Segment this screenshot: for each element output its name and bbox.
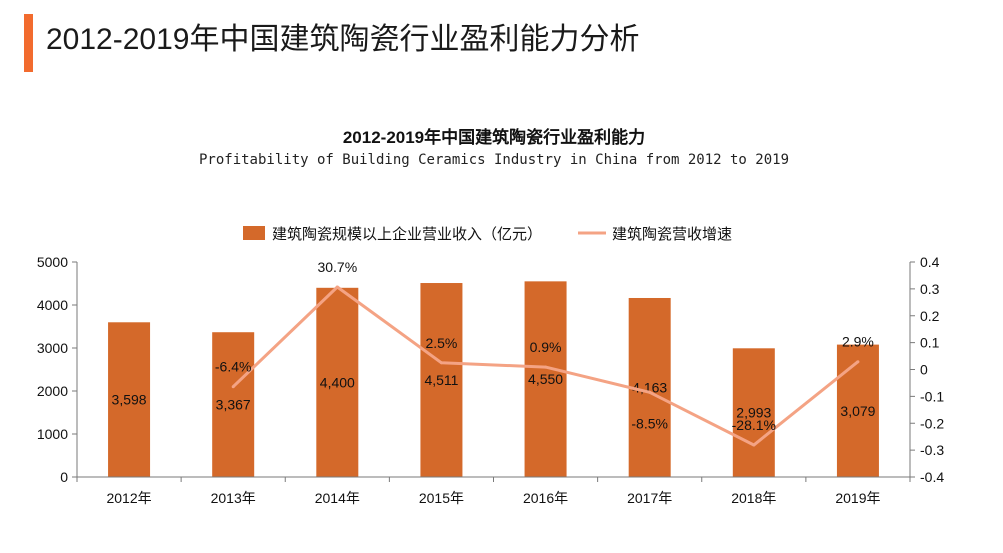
growth-value-label: 2.5% (425, 335, 457, 351)
growth-value-label: -8.5% (631, 415, 668, 431)
bar-2014年 (316, 287, 359, 477)
bar-value-label: 3,367 (216, 397, 251, 413)
right-tick-label: 0.1 (920, 335, 940, 351)
bar-value-label: 4,511 (424, 372, 458, 388)
growth-point (231, 385, 235, 389)
x-category-label: 2013年 (211, 490, 256, 506)
x-category-label: 2012年 (106, 490, 151, 506)
growth-point (856, 360, 860, 364)
chart-subtitle: Profitability of Building Ceramics Indus… (199, 152, 789, 168)
growth-value-label: -28.1% (732, 417, 776, 433)
bar-2015年 (420, 283, 463, 477)
left-tick-label: 0 (60, 469, 68, 485)
right-tick-label: 0.2 (920, 308, 940, 324)
growth-value-label: 0.9% (530, 339, 562, 355)
x-category-label: 2016年 (523, 490, 568, 506)
growth-point (648, 390, 652, 394)
left-y-ticks: 5000 4000 3000 2000 1000 0 (37, 254, 77, 485)
line-series (231, 285, 860, 447)
right-tick-label: -0.2 (920, 415, 944, 431)
bar-2013年 (212, 332, 255, 477)
bar-2016年 (524, 281, 567, 477)
left-tick-label: 3000 (37, 340, 68, 356)
growth-value-label: 30.7% (317, 259, 357, 275)
x-category-label: 2019年 (835, 490, 880, 506)
right-tick-label: 0.4 (920, 254, 940, 270)
bar-2019年 (836, 344, 879, 477)
growth-point (544, 365, 548, 369)
axes (76, 262, 911, 478)
bar-value-label: 4,400 (320, 374, 355, 390)
bar-2018年 (732, 348, 775, 477)
right-tick-label: 0 (920, 362, 928, 378)
growth-point (439, 361, 443, 365)
growth-value-label: -6.4% (215, 359, 252, 375)
x-category-label: 2015年 (419, 490, 464, 506)
page-title: 2012-2019年中国建筑陶瓷行业盈利能力分析 (46, 23, 640, 56)
right-y-ticks: 0.4 0.3 0.2 0.1 0 -0.1 -0.2 -0.3 -0.4 (910, 254, 944, 485)
growth-value-label: 2.9% (842, 334, 874, 350)
growth-point (752, 443, 756, 447)
chart-title: 2012-2019年中国建筑陶瓷行业盈利能力 (343, 127, 645, 147)
bar-value-label: 3,079 (840, 403, 875, 419)
legend-line-label: 建筑陶瓷营收增速 (612, 226, 732, 243)
legend-bar-label: 建筑陶瓷规模以上企业营业收入（亿元） (272, 225, 542, 243)
x-category-label: 2014年 (315, 490, 360, 506)
line-data-labels: -6.4% 30.7% 2.5% 0.9% -8.5% -28.1% 2.9% (215, 259, 874, 433)
left-tick-label: 4000 (37, 297, 68, 313)
bar-series (108, 281, 879, 477)
left-tick-label: 5000 (37, 254, 68, 270)
growth-point (335, 285, 339, 289)
x-category-label: 2018年 (731, 490, 776, 506)
header-accent-bar (24, 14, 33, 72)
left-tick-label: 1000 (37, 426, 68, 442)
right-tick-label: -0.1 (920, 388, 944, 404)
x-ticks: 2012年 2013年 2014年 2015年 2016年 2017年 2018年 2019年 (76, 477, 911, 506)
bar-value-label: 3,598 (112, 392, 147, 408)
legend: 建筑陶瓷规模以上企业营业收入（亿元） 建筑陶瓷营收增速 (243, 225, 732, 243)
right-tick-label: -0.4 (920, 469, 944, 485)
left-tick-label: 2000 (37, 383, 68, 399)
x-category-label: 2017年 (627, 490, 672, 506)
bar-value-label: 4,550 (528, 371, 563, 387)
right-tick-label: -0.3 (920, 442, 944, 458)
bar-2012年 (108, 322, 151, 477)
legend-bar-swatch (243, 226, 265, 240)
right-tick-label: 0.3 (920, 281, 940, 297)
bar-value-label: 2,993 (736, 405, 771, 421)
